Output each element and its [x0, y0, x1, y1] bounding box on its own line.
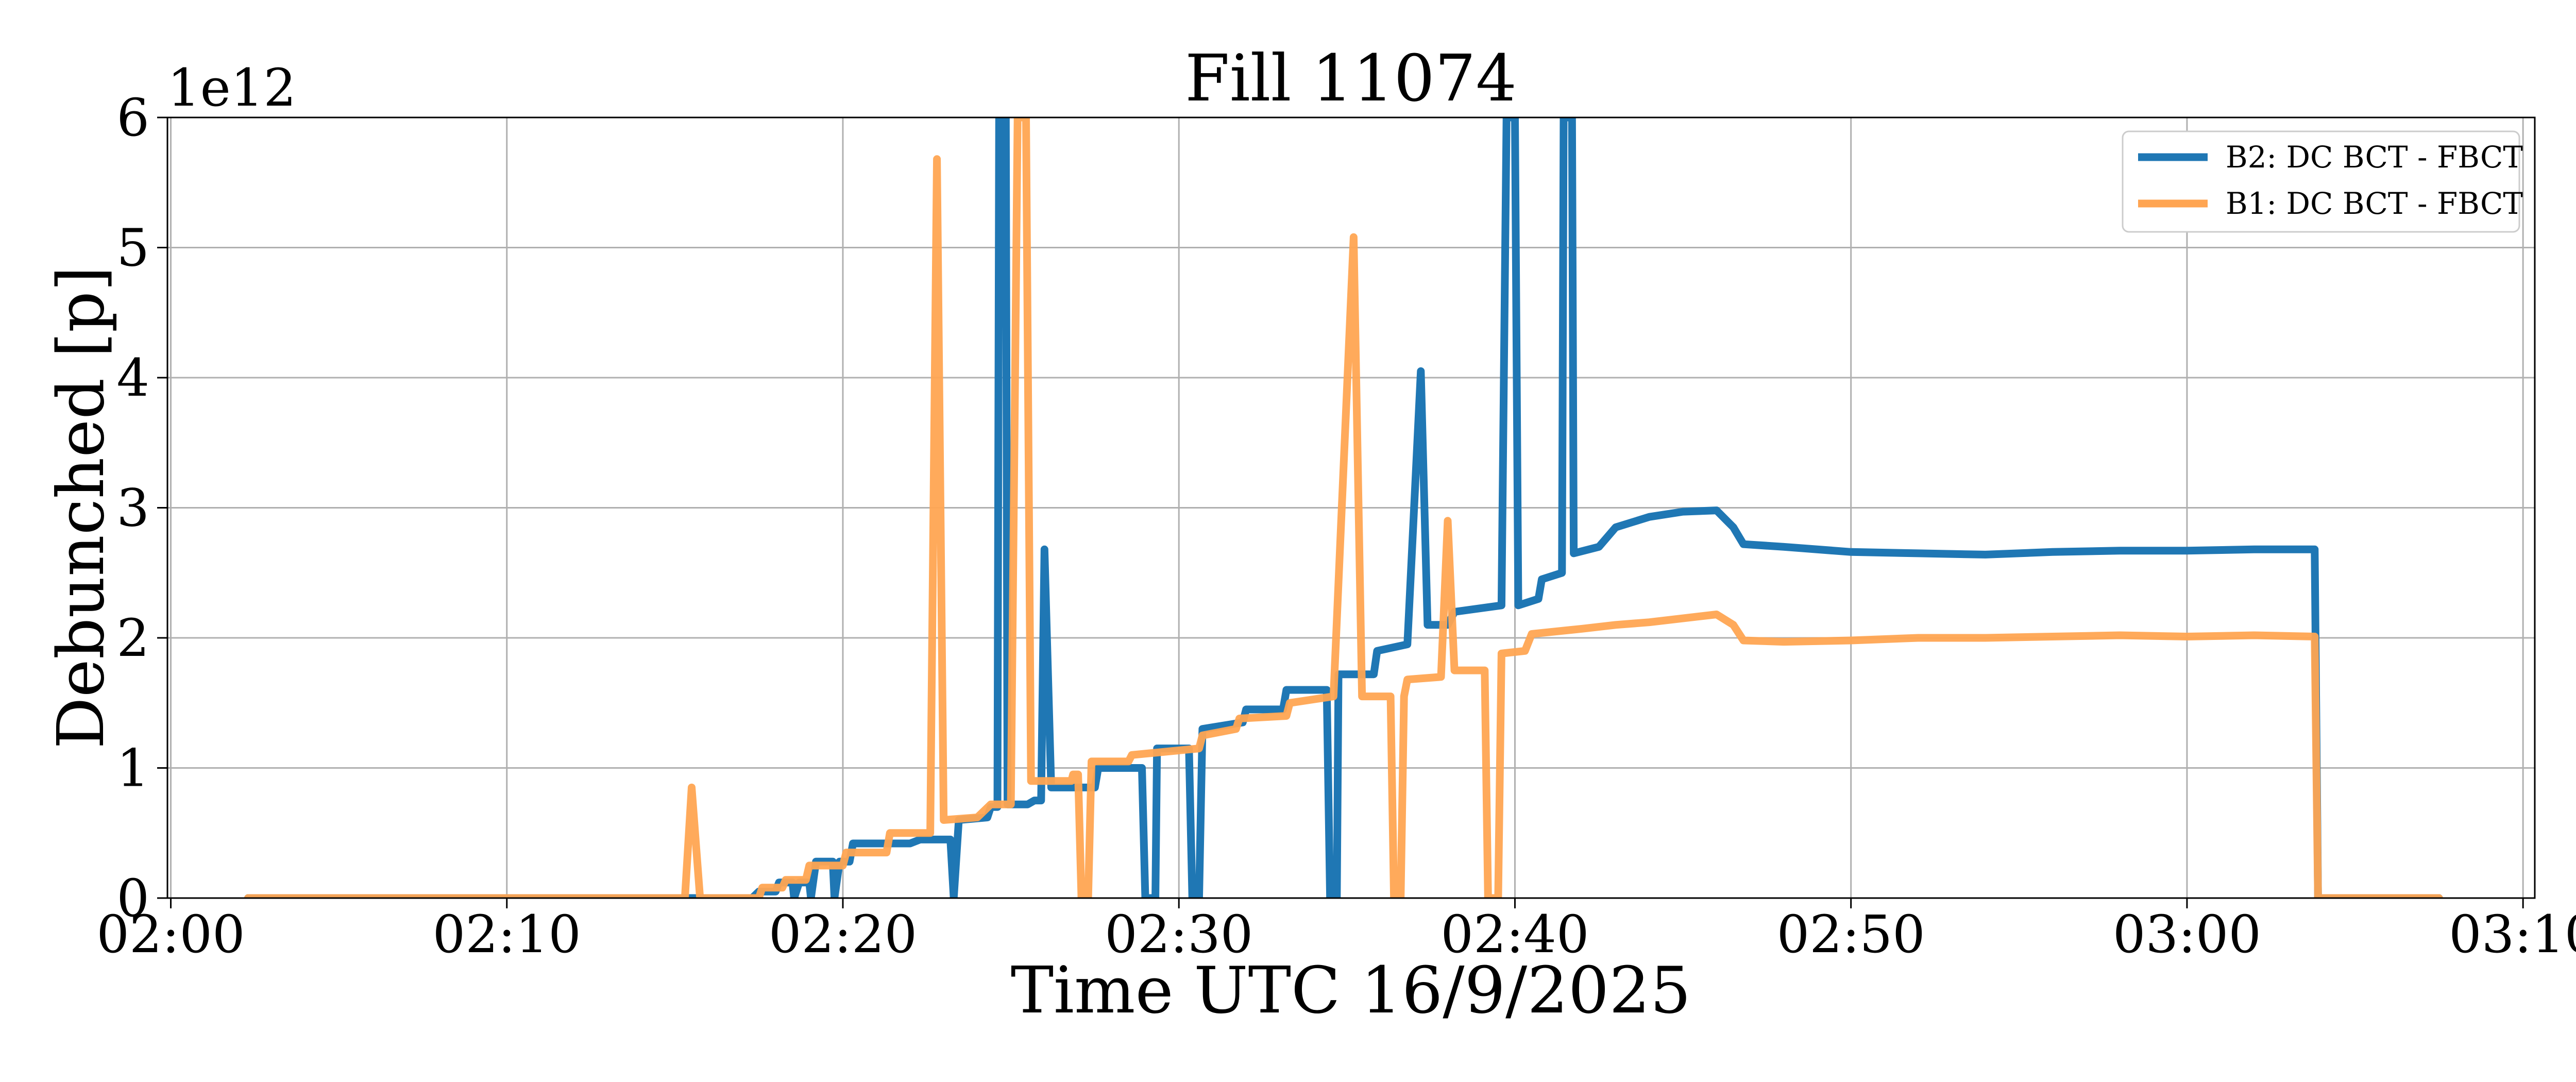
y-tick-label: 5 — [116, 218, 149, 278]
y-tick-label: 3 — [116, 478, 149, 538]
x-axis-title: Time UTC 16/9/2025 — [1011, 953, 1691, 1028]
x-tick-label: 02:30 — [1105, 904, 1253, 965]
y-axis: 0 1 2 3 4 5 6 — [116, 88, 167, 928]
y-tick-label: 2 — [116, 608, 149, 668]
legend-label-b1: B1: DC BCT - FBCT — [2226, 186, 2523, 221]
legend-box — [2122, 130, 2520, 233]
y-tick-label: 4 — [116, 348, 149, 408]
x-tick-label: 03:10 — [2449, 904, 2576, 965]
legend-label-b2: B2: DC BCT - FBCT — [2226, 140, 2523, 175]
chart-title: Fill 11074 — [1185, 41, 1517, 116]
x-tick-label: 02:00 — [96, 904, 245, 965]
legend: B2: DC BCT - FBCT B1: DC BCT - FBCT — [2122, 130, 2523, 233]
y-tick-label: 6 — [116, 88, 149, 148]
y-multiplier-label: 1e12 — [167, 58, 296, 118]
y-tick-label: 0 — [116, 868, 149, 928]
series-line-b2 — [244, 117, 2443, 898]
x-tick-label: 03:00 — [2113, 904, 2261, 965]
x-tick-label: 02:50 — [1777, 904, 1925, 965]
x-tick-label: 02:10 — [433, 904, 581, 965]
x-tick-label: 02:40 — [1440, 904, 1589, 965]
x-axis: 02:00 02:10 02:20 02:30 02:40 02:50 03:00 03:10 — [96, 898, 2576, 965]
y-tick-label: 1 — [116, 738, 149, 799]
y-axis-title: Debunched [p] — [44, 266, 118, 749]
series-line-b1 — [244, 117, 2443, 898]
x-tick-label: 02:20 — [769, 904, 917, 965]
series-layer — [244, 117, 2443, 898]
